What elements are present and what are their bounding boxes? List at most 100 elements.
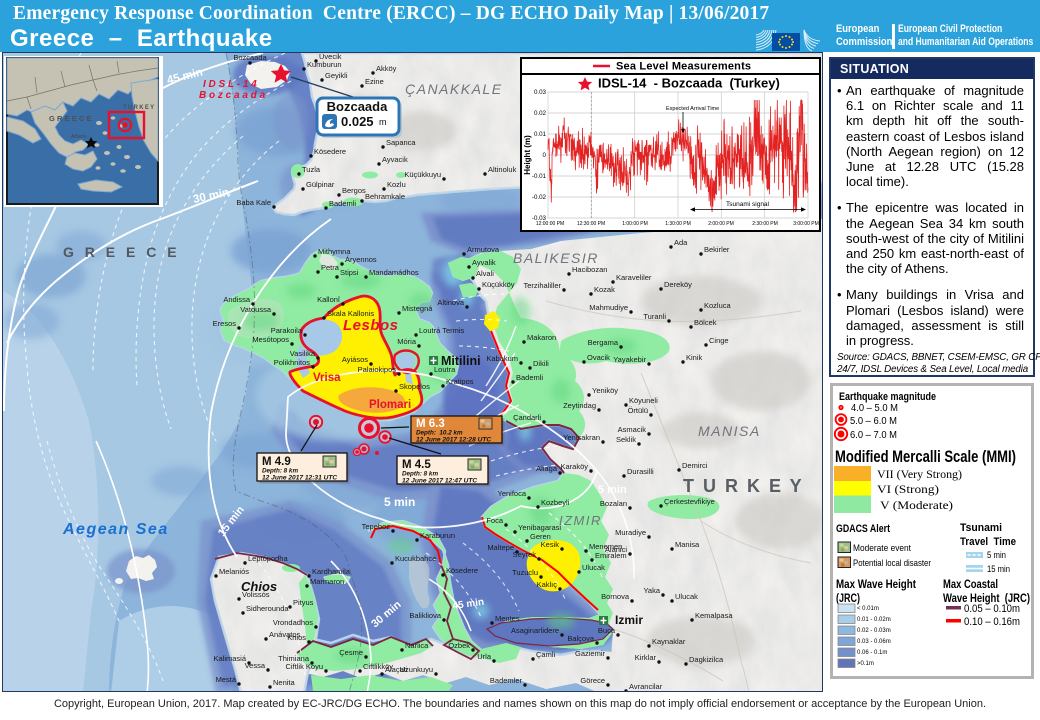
svg-text:Asaginarlidere: Asaginarlidere — [511, 626, 559, 635]
svg-text:Izmir: Izmir — [615, 613, 643, 627]
svg-text:Makaron: Makaron — [527, 333, 556, 342]
svg-text:45 min: 45 min — [452, 597, 485, 612]
svg-text:Ovacik: Ovacik — [587, 353, 610, 362]
svg-text:Köyuneli: Köyuneli — [629, 396, 658, 405]
svg-text:Tsunami: Tsunami — [960, 522, 1002, 534]
svg-text:0.02: 0.02 — [534, 110, 547, 117]
svg-text:Kalimasiá: Kalimasiá — [213, 654, 246, 663]
svg-text:Geren: Geren — [530, 532, 551, 541]
svg-text:0.03: 0.03 — [534, 89, 547, 96]
svg-text:6.0 – 7.0 M: 6.0 – 7.0 M — [850, 430, 897, 441]
svg-text:Marmaron: Marmaron — [310, 577, 344, 586]
svg-text:Vrisa: Vrisa — [313, 372, 341, 384]
svg-text:1:00:00 PM: 1:00:00 PM — [622, 221, 648, 227]
svg-text:0.025: 0.025 — [341, 114, 374, 129]
svg-text:Khios: Khios — [287, 633, 306, 642]
svg-text:Bademler: Bademler — [490, 676, 523, 685]
svg-text:Ciftlikköy: Ciftlikköy — [363, 662, 393, 671]
svg-text:Melaniós: Melaniós — [219, 567, 249, 576]
svg-text:Bekirler: Bekirler — [704, 245, 730, 254]
svg-text:Vasilika: Vasilika — [290, 349, 316, 358]
svg-text:Kucukbahce: Kucukbahce — [395, 554, 436, 563]
svg-text:Mandamádhos: Mandamádhos — [369, 268, 419, 277]
svg-text:0.01 - 0.02m: 0.01 - 0.02m — [857, 617, 891, 623]
svg-text:Maltepe: Maltepe — [487, 543, 514, 552]
svg-text:Çerkestevfikiye: Çerkestevfikiye — [664, 497, 715, 506]
svg-text:Kallonî: Kallonî — [317, 295, 341, 304]
svg-text:Mestá: Mestá — [216, 675, 237, 684]
svg-text:Urla: Urla — [477, 652, 492, 661]
svg-text:Mória: Mória — [397, 337, 417, 346]
svg-text:Kardhamila: Kardhamila — [312, 567, 351, 576]
svg-text:0.02 - 0.03m: 0.02 - 0.03m — [857, 628, 891, 634]
svg-text:Avrancilar: Avrancilar — [629, 682, 663, 691]
svg-text:Nenita: Nenita — [273, 678, 296, 687]
svg-text:Ulucak: Ulucak — [675, 592, 698, 601]
svg-text:Athens: Athens — [70, 134, 87, 140]
svg-text:15 min: 15 min — [987, 564, 1010, 575]
svg-text:Height (m): Height (m) — [523, 135, 532, 175]
svg-text:Karaburun: Karaburun — [420, 531, 455, 540]
svg-text:Bozcaada: Bozcaada — [233, 53, 267, 62]
svg-text:Vatoussa: Vatoussa — [240, 305, 272, 314]
svg-text:Loutrá Termis: Loutrá Termis — [419, 326, 465, 335]
svg-text:0: 0 — [543, 152, 547, 159]
svg-text:Yayakebir: Yayakebir — [613, 355, 646, 364]
svg-text:Demirci: Demirci — [682, 461, 708, 470]
svg-text:Yenibagarasi: Yenibagarasi — [518, 523, 561, 532]
svg-text:>0.1m: >0.1m — [857, 661, 874, 667]
svg-text:5.0 – 6.0 M: 5.0 – 6.0 M — [850, 416, 897, 427]
svg-text:Kirklar: Kirklar — [635, 653, 657, 662]
svg-text:Uzunkuyu: Uzunkuyu — [400, 665, 433, 674]
svg-text:Seyrek: Seyrek — [513, 550, 537, 559]
svg-text:V (Moderate): V (Moderate) — [880, 498, 953, 512]
svg-text:IDSL-14 - Bozcaada (Turkey): IDSL-14 - Bozcaada (Turkey) — [598, 76, 780, 91]
svg-text:Bergos: Bergos — [342, 186, 366, 195]
svg-text:Tuzuclu: Tuzuclu — [512, 568, 538, 577]
svg-text:Dereköy: Dereköy — [664, 280, 692, 289]
svg-text:Depth: 8 km: Depth: 8 km — [262, 468, 298, 475]
svg-text:Plomari: Plomari — [369, 399, 411, 411]
svg-text:Ada: Ada — [674, 238, 688, 247]
svg-text:Kumburun: Kumburun — [307, 60, 342, 69]
svg-text:Behramkale: Behramkale — [365, 192, 405, 201]
svg-text:M 4.5: M 4.5 — [402, 459, 431, 471]
svg-text:Kaklıç: Kaklıç — [537, 580, 558, 589]
svg-text:MANISA: MANISA — [698, 423, 761, 439]
svg-text:Kemalpasa: Kemalpasa — [695, 611, 733, 620]
svg-text:Bozalan: Bozalan — [600, 499, 627, 508]
svg-text:Karaköy: Karaköy — [560, 462, 588, 471]
svg-text:Vessa: Vessa — [245, 661, 266, 670]
svg-text:Mistegná: Mistegná — [402, 304, 433, 313]
svg-text:Áryennos: Áryennos — [345, 255, 377, 264]
svg-text:Ayiásos: Ayiásos — [342, 355, 368, 364]
svg-text:Üvecik: Üvecik — [319, 53, 342, 61]
svg-text:Aegean Sea: Aegean Sea — [62, 521, 169, 538]
svg-text:Zeytindag: Zeytindag — [563, 401, 596, 410]
svg-text:Alvali: Alvali — [476, 269, 494, 278]
svg-text:Kösedere: Kösedere — [314, 147, 346, 156]
svg-text:Gaziemir: Gaziemir — [575, 649, 606, 658]
svg-text:Görece: Görece — [580, 676, 605, 685]
svg-text:Skala Kallonis: Skala Kallonis — [327, 309, 374, 318]
svg-text:Cinge: Cinge — [709, 336, 729, 345]
svg-text:Ulucak: Ulucak — [582, 563, 605, 572]
svg-text:12:30:00 PM: 12:30:00 PM — [577, 221, 605, 227]
svg-text:Mahmudiye: Mahmudiye — [589, 303, 628, 312]
svg-text:Seklik: Seklik — [616, 435, 636, 444]
svg-text:G R E E C E: G R E E C E — [63, 244, 180, 260]
svg-text:Polikhnitos: Polikhnitos — [274, 358, 311, 367]
svg-text:Stipsi: Stipsi — [340, 268, 359, 277]
svg-text:Altinova: Altinova — [437, 298, 465, 307]
svg-text:Foca: Foca — [486, 516, 504, 525]
svg-text:Ezine: Ezine — [365, 77, 384, 86]
svg-text:Mesótopos: Mesótopos — [252, 335, 289, 344]
svg-text:Kozlu: Kozlu — [387, 180, 406, 189]
svg-text:Loutra: Loutra — [434, 365, 456, 374]
svg-text:GDACS Alert: GDACS Alert — [836, 523, 890, 535]
svg-text:Kösedere: Kösedere — [446, 566, 478, 575]
svg-text:-0.02: -0.02 — [532, 194, 547, 201]
svg-text:Sea Level Measurements: Sea Level Measurements — [616, 61, 751, 73]
svg-text:Kozak: Kozak — [594, 285, 615, 294]
svg-text:Bademli: Bademli — [516, 373, 543, 382]
